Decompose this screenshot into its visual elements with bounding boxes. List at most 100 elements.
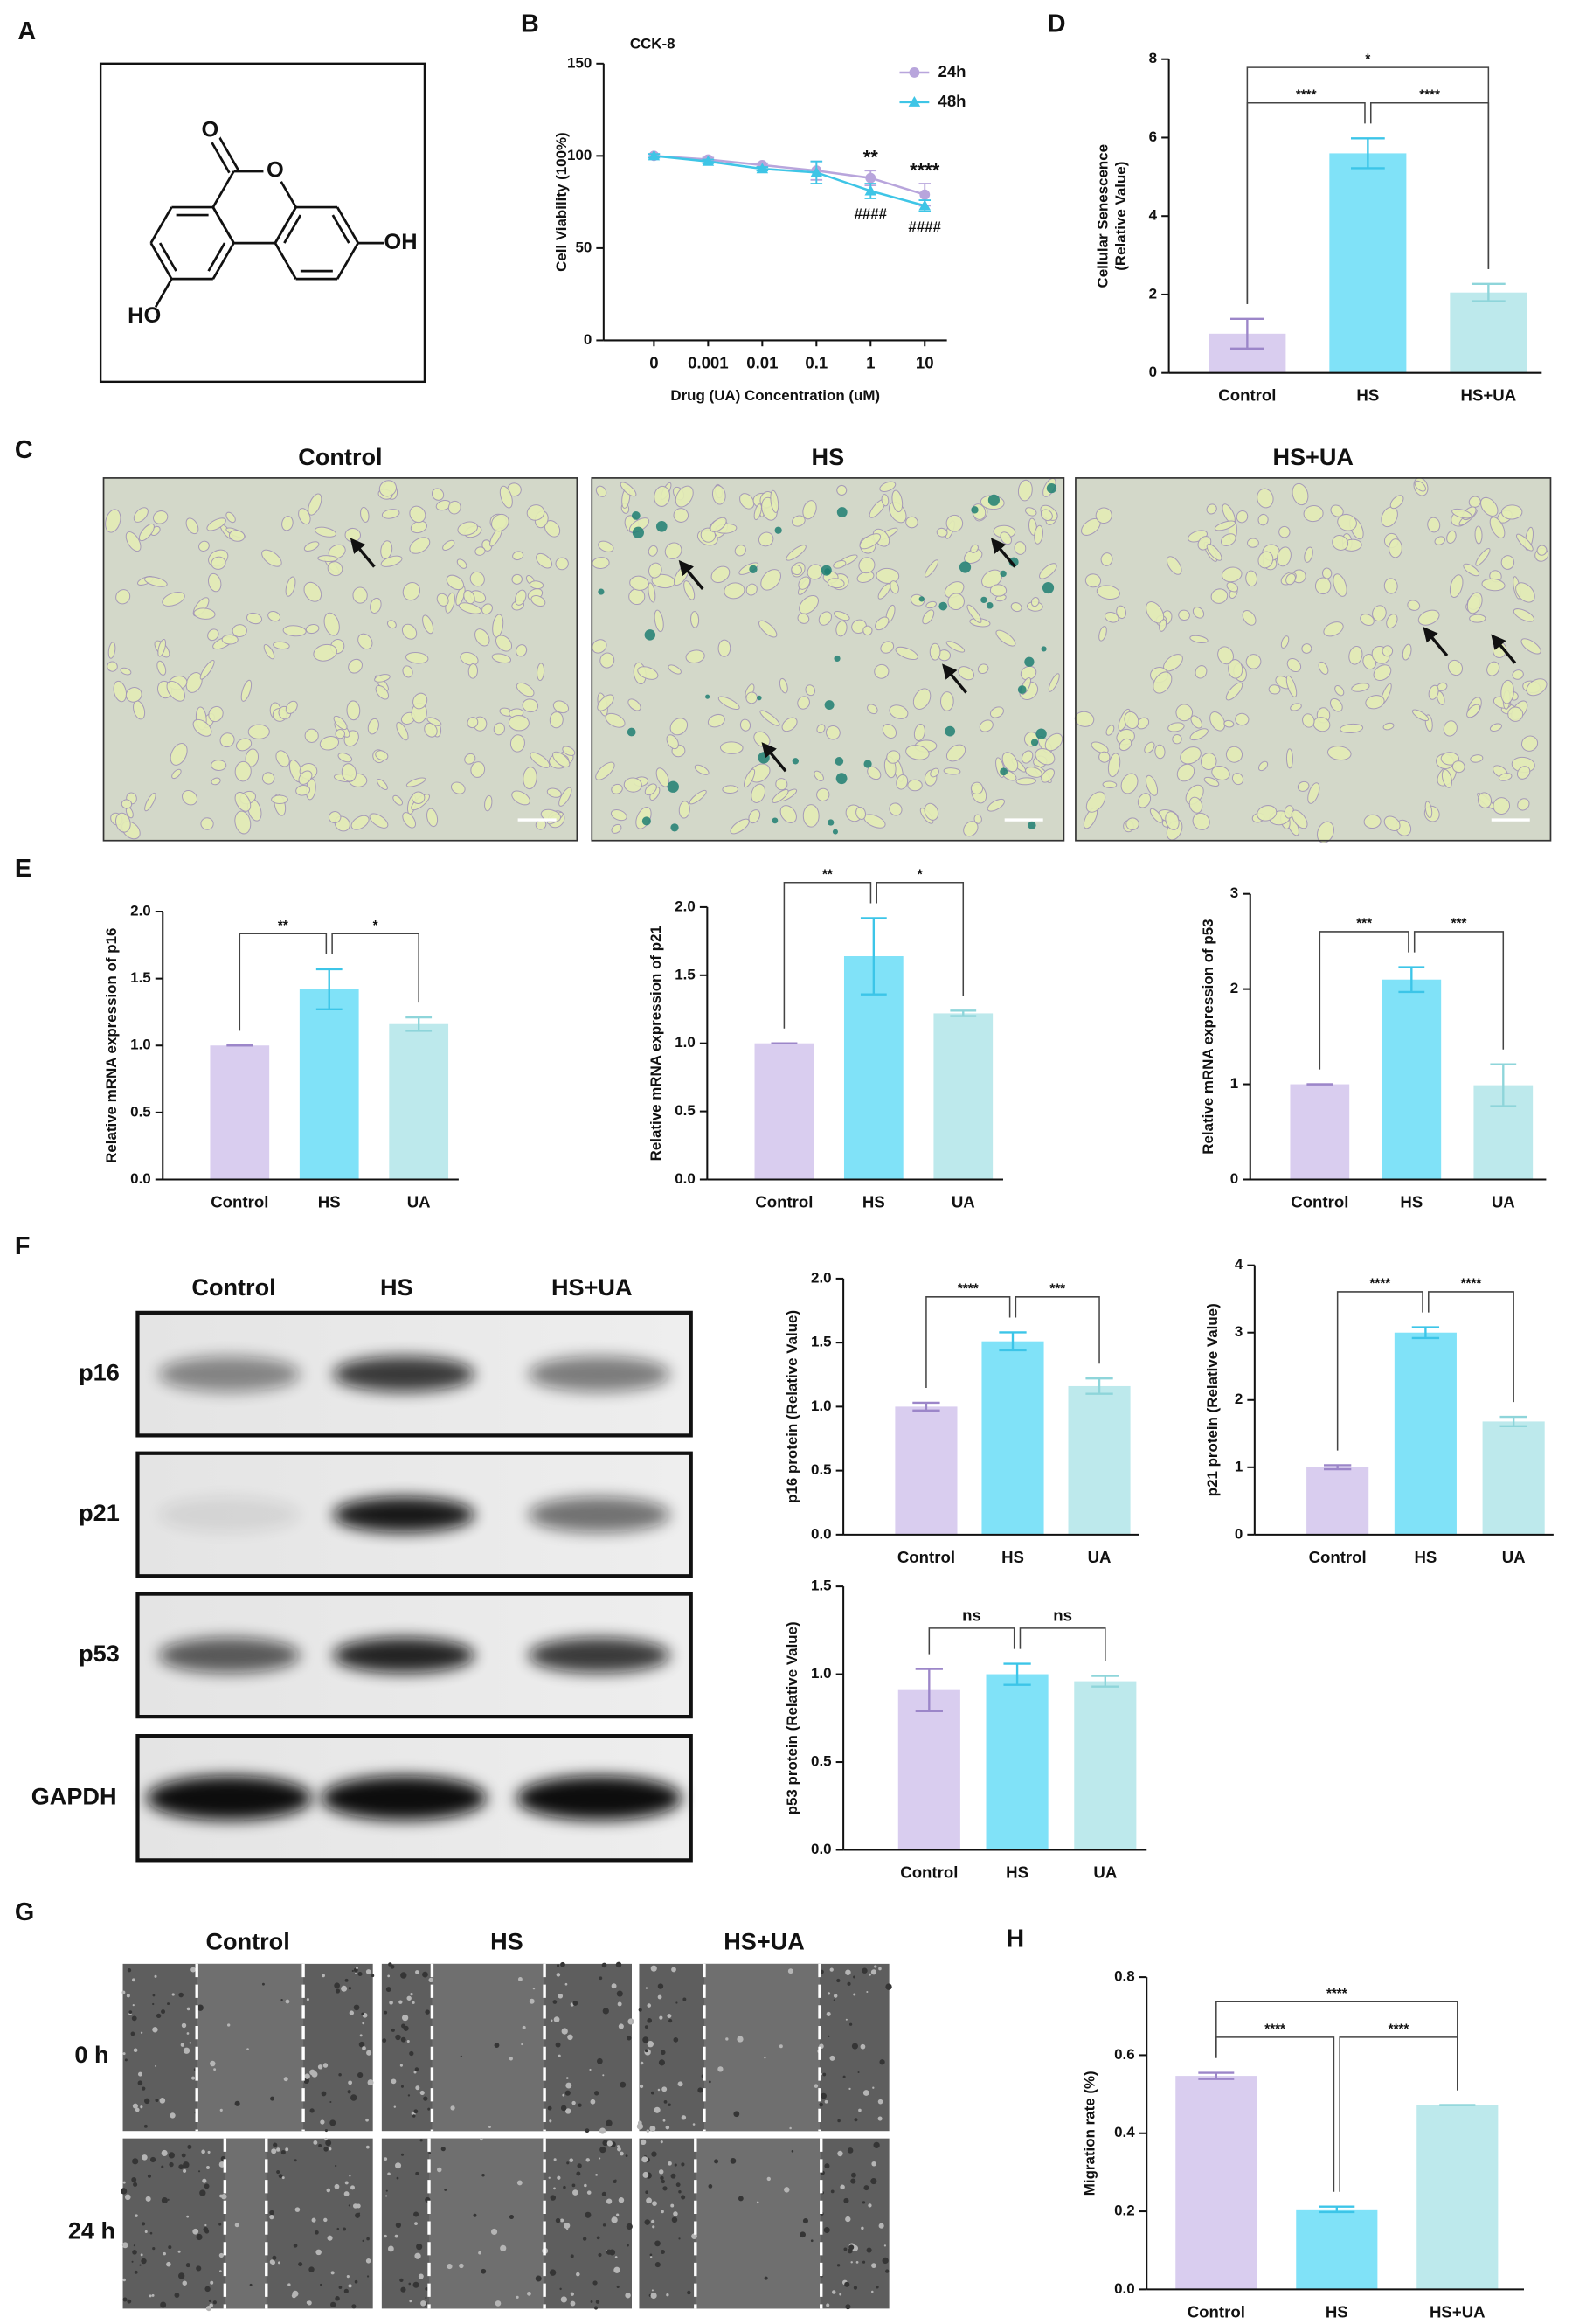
cell-speck (210, 2060, 216, 2067)
cell (947, 593, 965, 611)
cell-speck (661, 2086, 668, 2092)
cell-speck (269, 2215, 274, 2220)
cell-speck (566, 2228, 569, 2231)
x-tick-label: 1 (866, 353, 875, 371)
cell-speck (178, 1992, 184, 1998)
cell (1223, 719, 1235, 728)
cell (1351, 683, 1370, 692)
cell-speck (213, 2068, 217, 2071)
cell (637, 666, 659, 680)
y-axis-label: (Relative Value) (1112, 162, 1129, 271)
cell (271, 794, 288, 805)
cell-speck (427, 2107, 431, 2111)
cell-speck (399, 2278, 404, 2283)
y-tick-label: 0.5 (675, 1102, 696, 1119)
cell-speck (124, 2058, 128, 2062)
significance-bracket (1319, 931, 1409, 1070)
cell-speck (671, 1967, 676, 1973)
cell (199, 659, 215, 680)
cell (426, 717, 442, 726)
cell-speck (837, 2150, 843, 2157)
x-tick-label: Control (900, 1863, 958, 1882)
micrograph-title: HS+UA (1272, 443, 1354, 470)
bond (207, 135, 231, 174)
significance-label: *** (1451, 916, 1467, 931)
stained-cell (945, 725, 956, 737)
cell (515, 589, 527, 606)
cell (945, 514, 964, 532)
bar (754, 1043, 814, 1180)
cell (492, 614, 504, 638)
cell-speck (682, 1997, 687, 2001)
cell (1189, 728, 1209, 741)
cell-speck (660, 2250, 665, 2255)
cell-speck (227, 2023, 231, 2027)
cell-speck (313, 2140, 318, 2145)
significance-label: * (373, 919, 378, 933)
cell (200, 817, 214, 830)
cell (1225, 746, 1243, 763)
cell-speck (320, 2119, 325, 2125)
bar (981, 1341, 1044, 1535)
y-tick-label: 0 (1149, 364, 1157, 380)
cell-speck (649, 2126, 656, 2132)
cell (786, 545, 807, 561)
cell (758, 620, 778, 638)
significance-label: **** (910, 159, 940, 181)
bond (154, 278, 173, 309)
cell (411, 791, 426, 804)
cell (530, 595, 546, 607)
cell-speck (131, 2177, 137, 2182)
stained-cell (792, 758, 800, 765)
cell-speck (590, 2099, 596, 2105)
cell (1329, 697, 1343, 712)
cell-speck (553, 2187, 556, 2190)
cell-speck (140, 2105, 143, 2109)
y-axis-label: p21 protein (Relative Value) (1204, 1303, 1221, 1496)
cell (125, 687, 142, 703)
cell (1257, 488, 1274, 509)
cell (905, 516, 918, 529)
cell (402, 582, 421, 601)
cell-speck (234, 2223, 239, 2228)
cell (426, 808, 439, 828)
cell (1245, 570, 1258, 587)
cell (1291, 809, 1308, 829)
cell-speck (348, 2204, 350, 2207)
data-point (648, 149, 661, 161)
cell (495, 635, 513, 652)
cell (235, 738, 253, 752)
cell (739, 718, 751, 732)
stained-cell (1042, 581, 1055, 594)
significance-bracket (783, 881, 872, 1029)
bond (283, 214, 302, 244)
cell-speck (490, 2228, 498, 2236)
cell-speck (606, 2140, 613, 2147)
cell (170, 743, 188, 766)
cell (157, 638, 167, 657)
cell (313, 643, 337, 662)
cell-speck (578, 2103, 582, 2107)
cell (966, 604, 982, 623)
cell-speck (675, 2182, 681, 2188)
cell-speck (766, 2176, 771, 2182)
stained-cell (598, 588, 605, 595)
cell-speck (620, 2081, 627, 2088)
cell (781, 717, 798, 732)
error-bar (1198, 2071, 1235, 2080)
y-tick-label: 1.0 (130, 1037, 151, 1053)
significance-label: ** (278, 919, 288, 933)
cell-speck (681, 2115, 687, 2120)
bar (1296, 2209, 1378, 2290)
cell-speck (161, 2149, 168, 2157)
cell-speck (132, 2158, 139, 2165)
cell-speck (565, 2077, 569, 2079)
bar (986, 1674, 1049, 1850)
x-tick-label: 0.01 (746, 353, 778, 371)
cell (1192, 812, 1210, 830)
cell-speck (322, 1974, 325, 1978)
cell-speck (553, 2016, 560, 2022)
cell (367, 718, 379, 735)
cell (1333, 573, 1347, 597)
cell (1206, 544, 1222, 561)
